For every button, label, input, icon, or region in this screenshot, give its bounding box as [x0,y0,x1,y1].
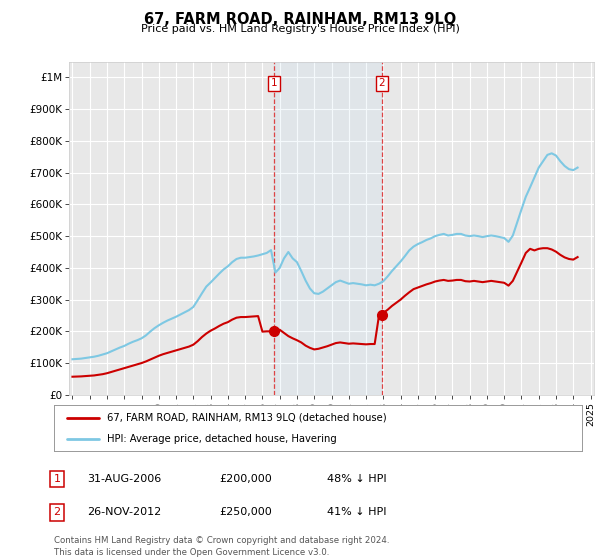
Text: 48% ↓ HPI: 48% ↓ HPI [327,474,386,484]
Text: 2: 2 [53,507,61,517]
Text: Contains HM Land Registry data © Crown copyright and database right 2024.
This d: Contains HM Land Registry data © Crown c… [54,536,389,557]
Text: 67, FARM ROAD, RAINHAM, RM13 9LQ (detached house): 67, FARM ROAD, RAINHAM, RM13 9LQ (detach… [107,413,386,423]
Text: 1: 1 [271,78,277,88]
Bar [274,62,382,395]
Text: HPI: Average price, detached house, Havering: HPI: Average price, detached house, Have… [107,435,337,444]
Text: 26-NOV-2012: 26-NOV-2012 [87,507,161,517]
Text: Price paid vs. HM Land Registry's House Price Index (HPI): Price paid vs. HM Land Registry's House … [140,24,460,34]
Text: £200,000: £200,000 [219,474,272,484]
Text: 41% ↓ HPI: 41% ↓ HPI [327,507,386,517]
Text: 2: 2 [379,78,385,88]
Text: £250,000: £250,000 [219,507,272,517]
Text: 1: 1 [53,474,61,484]
Text: 31-AUG-2006: 31-AUG-2006 [87,474,161,484]
Text: 67, FARM ROAD, RAINHAM, RM13 9LQ: 67, FARM ROAD, RAINHAM, RM13 9LQ [144,12,456,27]
